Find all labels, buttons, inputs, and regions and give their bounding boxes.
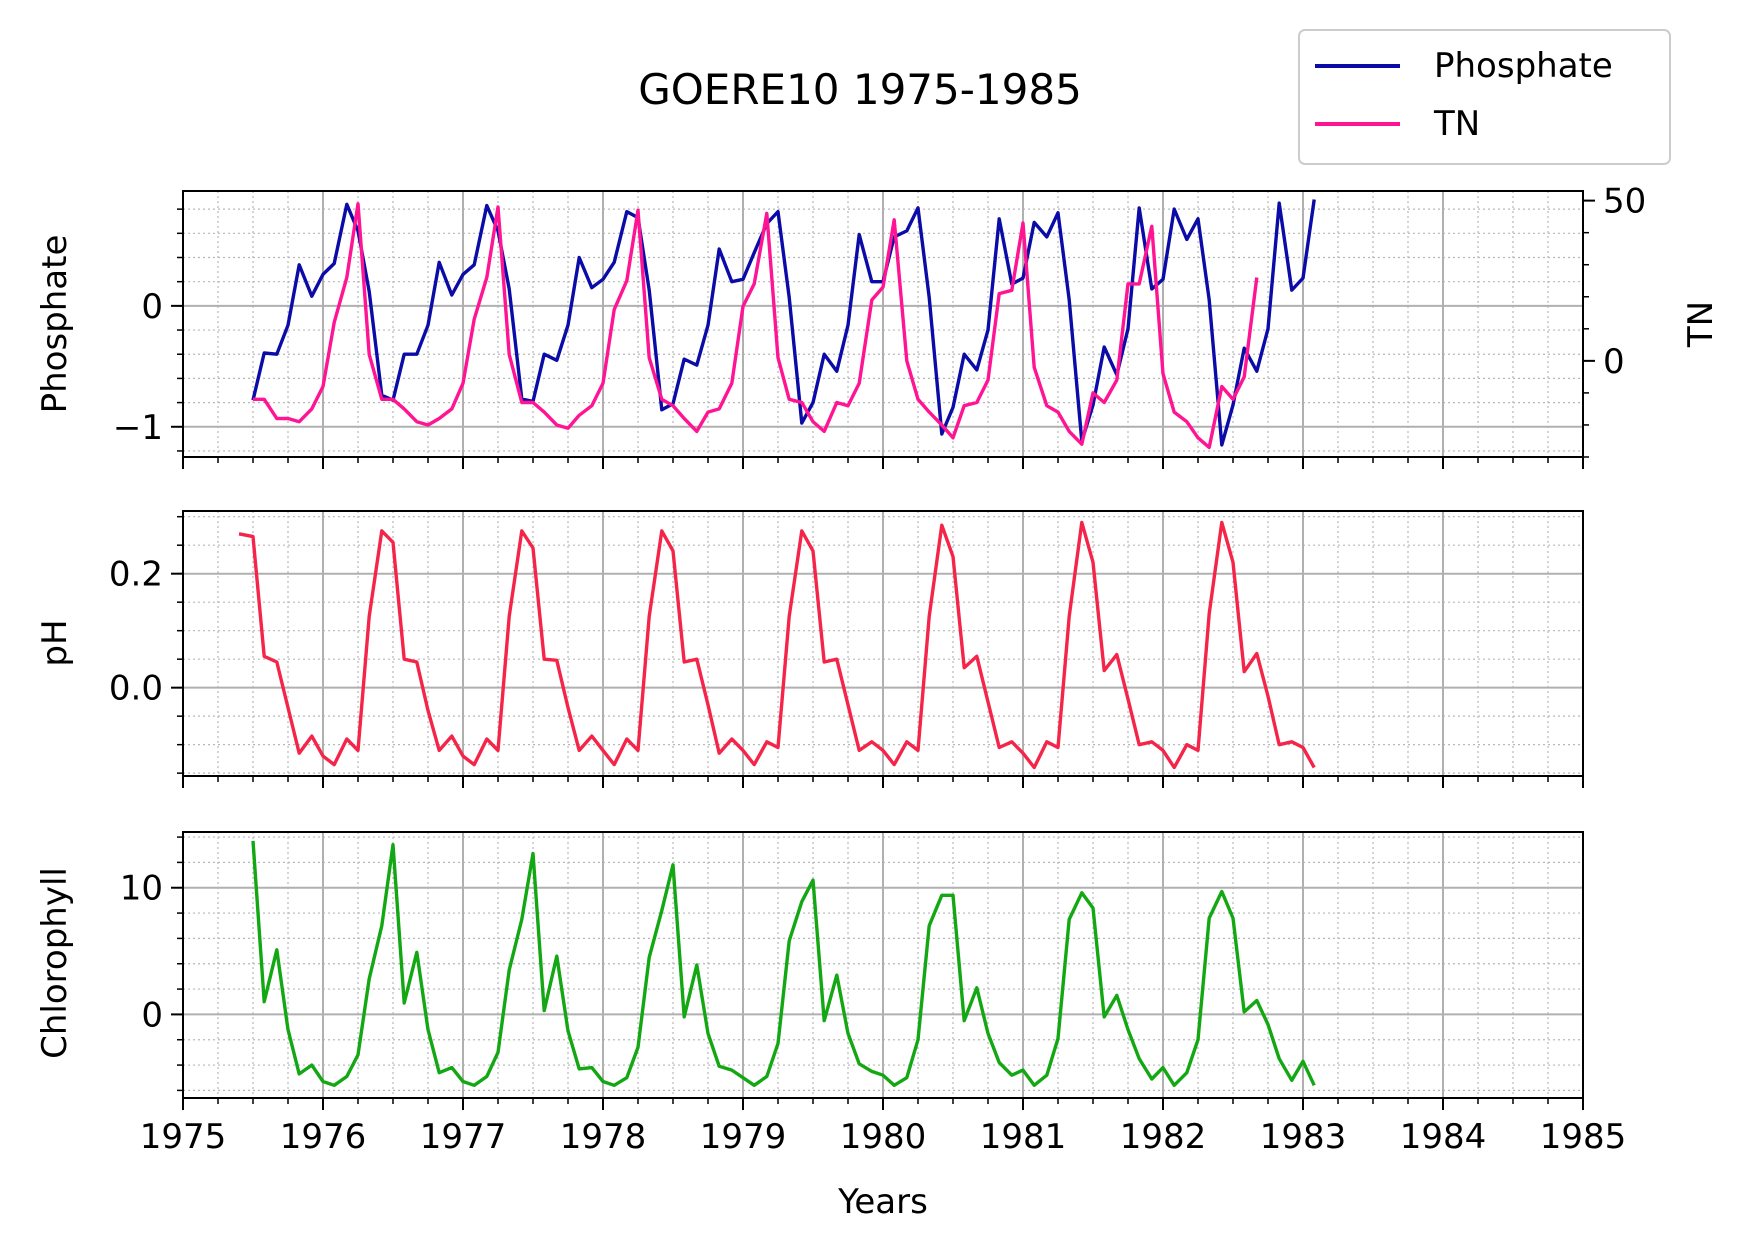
panel3-bottom-ticks: 1975 1976 1977 1978 1979 1980 1981 1982 1983 1984…	[140, 1098, 1627, 1157]
x-tick-label: 1976	[280, 1117, 367, 1157]
x-axis-label: Years	[837, 1182, 928, 1222]
panel1-left-tick-label: 0	[141, 287, 163, 327]
panel3-left-tick-label: 10	[120, 869, 163, 909]
panel-chlorophyll: 0 10 1975 1976 1977 1978 1979 1980 1981 1982 1983…	[35, 831, 1627, 1157]
panel3-left-ticks: 0 10	[120, 836, 183, 1092]
panel1-series-tn	[253, 202, 1259, 450]
x-tick-label: 1979	[700, 1117, 787, 1157]
panel2-left-ticks: 0.0 0.2	[109, 515, 183, 774]
x-tick-label: 1985	[1540, 1117, 1627, 1157]
panel2-bottom-ticks	[182, 776, 1584, 788]
x-tick-label: 1975	[140, 1117, 227, 1157]
legend-label-phosphate: Phosphate	[1434, 46, 1613, 86]
panel1-left-tick-label: −1	[113, 408, 163, 448]
panel2-ylabel: pH	[35, 619, 75, 666]
panel1-line-phosphate	[251, 199, 1316, 447]
x-tick-label: 1978	[560, 1117, 647, 1157]
panel1-bottom-ticks	[182, 457, 1584, 469]
figure-title: GOERE10 1975-1985	[638, 65, 1082, 114]
panel1-right-tick-label: 0	[1603, 342, 1625, 382]
panel1-right-tick-label: 50	[1603, 182, 1646, 222]
panel1-ylabel-left: Phosphate	[35, 235, 75, 414]
panel2-line-ph	[238, 520, 1316, 770]
panel1-ylabel-right: TN	[1681, 301, 1721, 348]
panel1-right-ticks: 0 50	[1583, 182, 1646, 458]
x-tick-label: 1982	[1120, 1117, 1207, 1157]
legend: Phosphate TN	[1298, 29, 1671, 165]
panel3-ylabel: Chlorophyll	[35, 867, 75, 1059]
panel2-series-ph	[238, 520, 1316, 770]
legend-box	[1298, 29, 1671, 165]
panel2-left-tick-label: 0.2	[109, 555, 163, 595]
panel-phosphate-tn: −1 0 0 50 Phosphate TN	[35, 182, 1721, 469]
panel3-series-chlorophyll	[251, 840, 1316, 1088]
legend-label-tn: TN	[1433, 104, 1480, 144]
x-tick-label: 1983	[1260, 1117, 1347, 1157]
x-tick-label: 1984	[1400, 1117, 1487, 1157]
panel-ph: 0.0 0.2 pH	[35, 510, 1584, 788]
panel2-left-tick-label: 0.0	[109, 669, 163, 709]
x-tick-label: 1981	[980, 1117, 1067, 1157]
panel2-major-grid	[182, 511, 1584, 776]
x-tick-label: 1977	[420, 1117, 507, 1157]
x-tick-label: 1980	[840, 1117, 927, 1157]
panel3-line-chlorophyll	[251, 840, 1316, 1088]
panel1-series-phosphate	[251, 199, 1316, 447]
panel1-left-ticks: −1 0	[113, 208, 183, 452]
panel1-line-tn	[253, 202, 1259, 450]
panel3-left-tick-label: 0	[141, 995, 163, 1035]
